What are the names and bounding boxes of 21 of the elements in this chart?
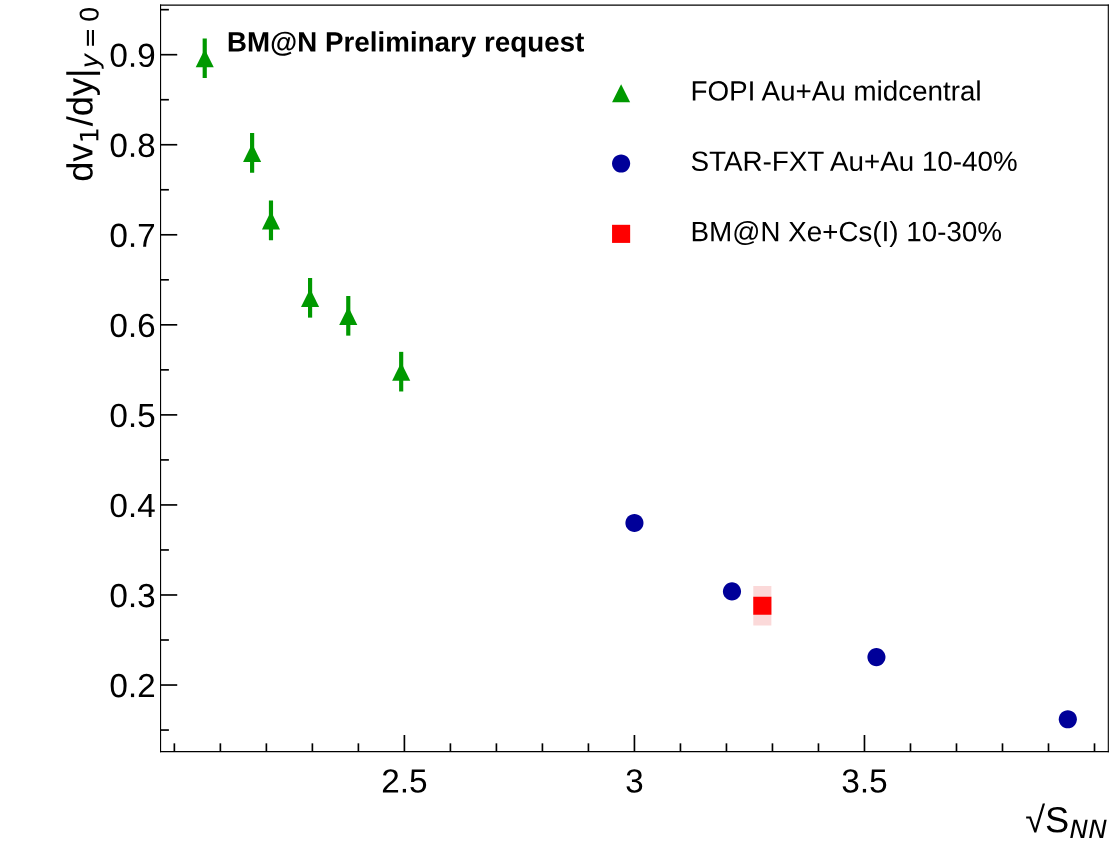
annotation: BM@N Preliminary request <box>228 31 584 58</box>
y-tick-label: 0.9 <box>110 43 155 68</box>
x-tick-label: 2.5 <box>382 769 427 793</box>
x-axis-title: √S$_{NN}$ <box>1026 803 1107 839</box>
x-tick-label: 3 <box>626 769 643 793</box>
y-axis-title: dv$_{1}$/dy|$_{y=0}$ <box>66 7 104 181</box>
y-tick-label: 0.3 <box>110 583 155 608</box>
y-tick-label: 0.4 <box>110 493 155 518</box>
point <box>1058 710 1077 729</box>
y-tick-label: 0.6 <box>110 313 155 338</box>
y-tick-label: 0.8 <box>110 133 155 158</box>
y-tick-label: 0.7 <box>110 223 155 248</box>
y-tick-label: 0.5 <box>110 403 155 428</box>
y-tick-label: 0.2 <box>110 673 155 698</box>
point <box>625 513 644 532</box>
legend-label: FOPI Au+Au midcentral <box>692 80 980 101</box>
point <box>722 582 742 601</box>
legend-label: STAR-FXT Au+Au 10-40% <box>691 151 1017 172</box>
point <box>867 648 886 667</box>
legend-label: BM@N Xe+Cs(I) 10-30% <box>692 221 1002 247</box>
x-tick-label: 3.5 <box>842 769 887 793</box>
